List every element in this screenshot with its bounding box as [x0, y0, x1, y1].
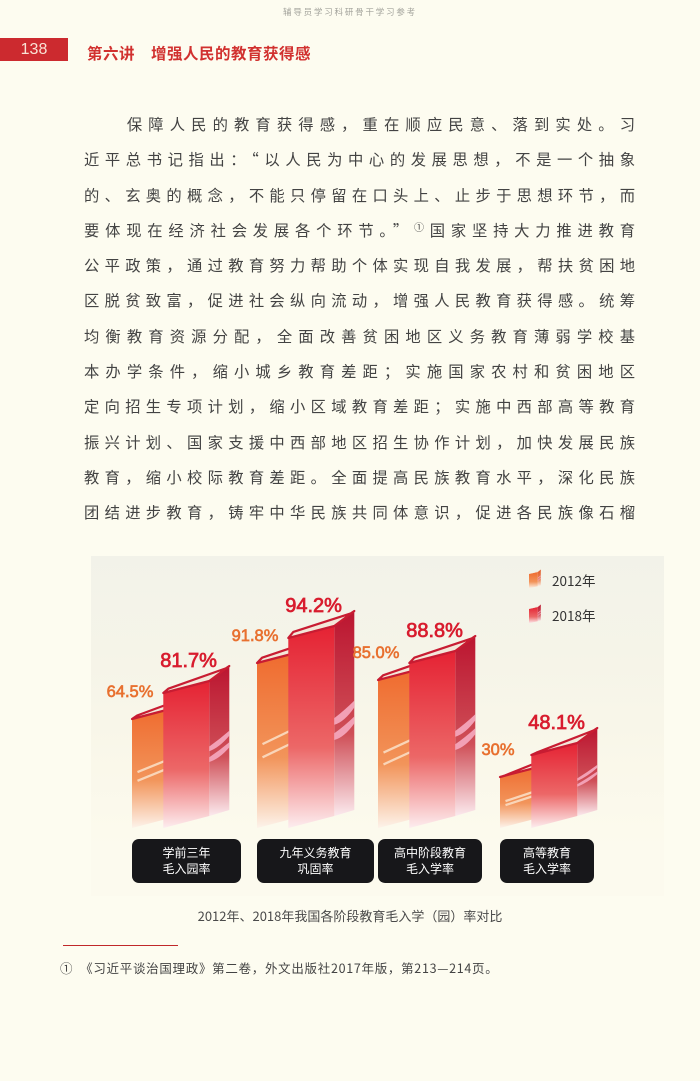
svg-text:88.8%: 88.8%: [406, 620, 463, 642]
svg-text:94.2%: 94.2%: [285, 595, 342, 617]
svg-text:81.7%: 81.7%: [160, 650, 217, 672]
svg-text:91.8%: 91.8%: [232, 627, 279, 645]
svg-text:85.0%: 85.0%: [353, 644, 400, 662]
svg-text:48.1%: 48.1%: [528, 712, 585, 734]
svg-text:30%: 30%: [481, 741, 514, 759]
svg-text:64.5%: 64.5%: [107, 683, 154, 701]
